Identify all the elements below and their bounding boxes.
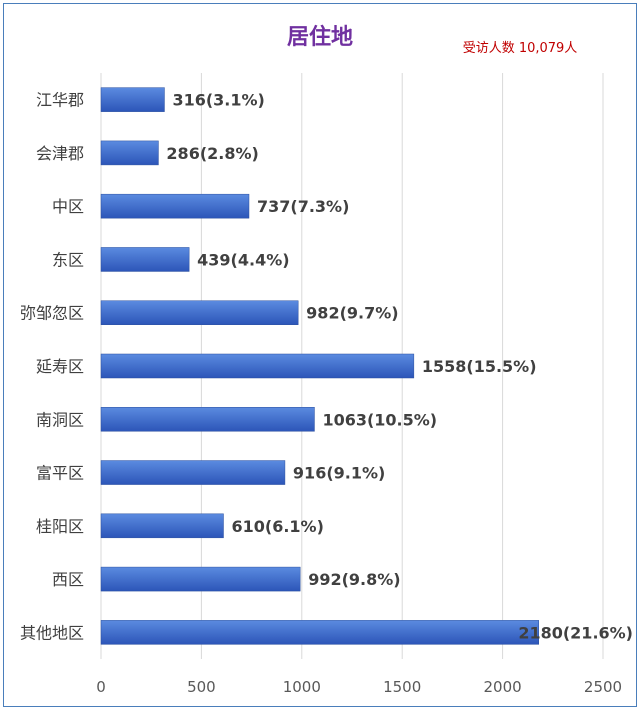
bar-4 [100,300,299,325]
bar-0 [100,87,165,112]
category-label: 东区 [52,250,84,269]
grid-layer: 0 500 1000 1500 2000 2500 [96,73,622,696]
category-label: 江华郡 [36,91,84,110]
x-tick-label: 1000 [283,678,321,696]
bar-10 [100,620,539,645]
data-label: 992(9.8%) [308,570,400,589]
category-label: 富平区 [36,464,84,483]
x-tick-label: 2000 [484,678,522,696]
category-label: 南洞区 [36,410,84,429]
bar-2 [100,193,250,219]
respondent-count-note: 受访人数 10,079人 [463,41,578,56]
category-label: 会津郡 [36,144,84,163]
data-label: 982(9.7%) [306,304,398,323]
category-label: 弥邹忽区 [20,304,84,323]
category-label: 中区 [52,197,84,216]
bar-6 [100,407,315,432]
bar-3 [100,247,190,272]
category-label: 桂阳区 [36,517,84,536]
x-tick-label: 2500 [584,678,622,696]
data-label: 286(2.8%) [166,144,258,163]
data-label: 316(3.1%) [172,91,264,110]
bar-1 [100,140,159,166]
data-label: 916(9.1%) [293,464,385,483]
x-tick-label: 500 [187,678,216,696]
x-tick-label: 1500 [383,678,421,696]
x-tick-label: 0 [96,678,106,696]
data-label: 610(6.1%) [231,517,323,536]
bar-5 [100,353,415,379]
labels-layer: 江华郡 316(3.1%) 会津郡 286(2.8%) 中区 737(7.3%) 东区 439… [20,91,633,643]
data-label: 1063(10.5%) [322,410,437,429]
bar-9 [100,566,301,592]
category-label: 其他地区 [20,623,84,642]
bar-8 [100,513,224,539]
category-label: 西区 [52,570,84,589]
chart-title: 居住地 [287,24,353,50]
bar-7 [100,460,286,485]
data-label: 439(4.4%) [197,250,289,269]
data-label: 1558(15.5%) [422,357,537,376]
data-label: 737(7.3%) [257,197,349,216]
bars-layer [100,87,539,645]
data-label: 2180(21.6%) [518,623,633,642]
category-label: 延寿区 [36,357,84,376]
